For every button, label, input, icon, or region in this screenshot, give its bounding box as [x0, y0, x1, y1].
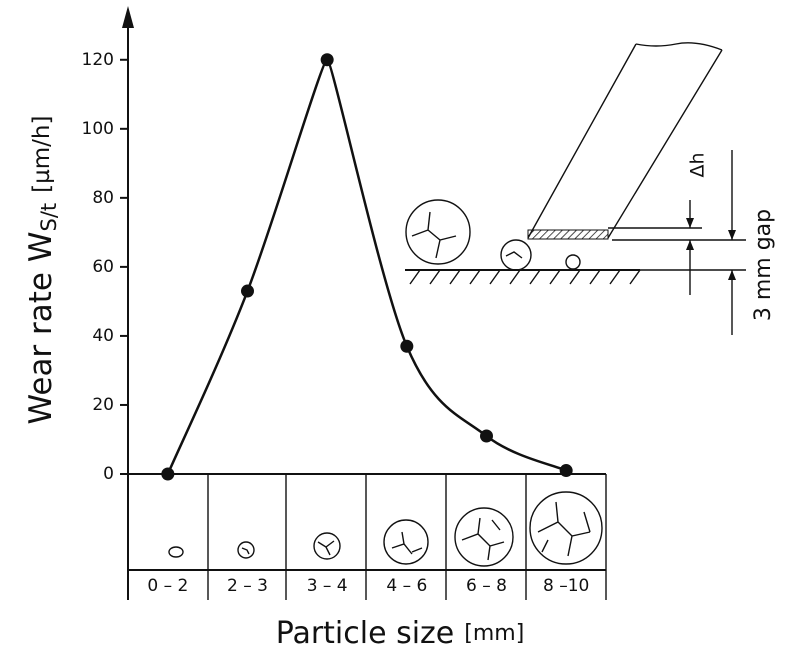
- annotation: 3 mm gap: [751, 209, 776, 321]
- axis-frame: [122, 6, 607, 600]
- y-label-sub: S/t: [37, 203, 61, 232]
- x-label-unit: [mm]: [464, 621, 524, 646]
- x-tick-label: 8 –10: [543, 576, 589, 596]
- data-point: [400, 339, 414, 353]
- y-label-unit: [µm/h]: [29, 116, 55, 193]
- data-point: [241, 284, 254, 298]
- annotation: Δh: [687, 152, 709, 177]
- x-tick-label: 6 – 8: [466, 576, 507, 596]
- data-point: [320, 53, 334, 67]
- y-tick-label: 0: [103, 464, 114, 484]
- data-point: [480, 429, 493, 443]
- particle-sketches: [168, 491, 603, 567]
- x-axis-label: Particle size [mm]: [276, 616, 525, 651]
- x-label-main: Particle size: [276, 616, 455, 651]
- y-tick-label: 60: [92, 257, 114, 277]
- x-tick-label: 4 – 6: [386, 576, 427, 596]
- x-tick-label: 3 – 4: [307, 576, 348, 596]
- data-point: [559, 464, 573, 478]
- y-tick-label: 20: [92, 395, 114, 415]
- y-tick-label: 120: [82, 50, 114, 70]
- y-axis-label: Wear rate WS/t [µm/h]: [23, 116, 62, 425]
- y-tick-label: 40: [92, 326, 114, 346]
- x-tick-label: 2 – 3: [227, 576, 268, 596]
- y-tick-label: 80: [92, 188, 114, 208]
- inset-diagram: [405, 42, 746, 335]
- data-point: [161, 467, 175, 481]
- y-tick-label: 100: [82, 119, 114, 139]
- y-label-main: Wear rate W: [23, 231, 59, 424]
- x-tick-label: 0 – 2: [147, 576, 188, 596]
